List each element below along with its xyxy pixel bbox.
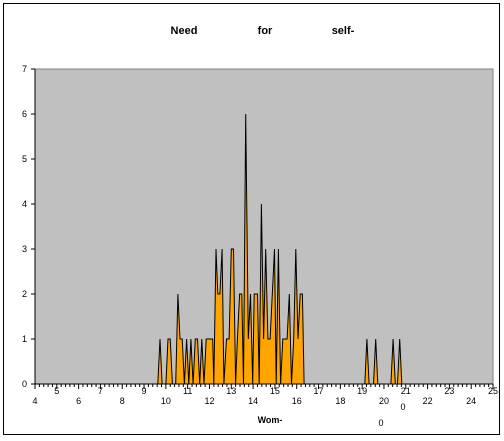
y-tick-label: 6 [22, 109, 27, 119]
y-tick-label: 4 [22, 199, 27, 209]
x-axis-title: Wom- [258, 415, 283, 425]
y-tick-label: 5 [22, 154, 27, 164]
stray-label-1: 0 [400, 402, 405, 412]
x-tick-label: 10 [161, 396, 171, 406]
x-tick-label: 22 [423, 396, 433, 406]
series-area [157, 114, 402, 384]
x-tick-label: 6 [76, 396, 81, 406]
x-axis-tick-labels: 4 5 6 7 8 9 10 11 12 13 14 15 16 17 18 19 20 21 22 23 24 25 [32, 386, 498, 406]
x-tick-label: 9 [142, 386, 147, 396]
y-tick-label: 3 [22, 244, 27, 254]
x-tick-label: 5 [54, 386, 59, 396]
y-tick-label: 7 [22, 64, 27, 74]
x-axis-ticks [34, 384, 494, 389]
x-tick-label: 20 [379, 396, 389, 406]
x-tick-label: 12 [204, 396, 214, 406]
x-tick-label: 11 [183, 386, 192, 396]
x-tick-label: 23 [444, 386, 454, 396]
y-tick-label: 1 [22, 334, 27, 344]
x-tick-label: 8 [120, 396, 125, 406]
x-tick-label: 18 [335, 396, 345, 406]
x-tick-label: 15 [270, 386, 280, 396]
title-word-1: Need [171, 25, 198, 37]
x-tick-label: 4 [32, 396, 37, 406]
title-word-2: for [258, 25, 273, 37]
y-tick-label: 0 [22, 379, 27, 389]
x-tick-label: 7 [98, 386, 103, 396]
y-axis-ticks: 0 1 2 3 4 5 6 7 [22, 64, 35, 389]
x-tick-label: 19 [357, 386, 367, 396]
x-tick-label: 24 [466, 396, 476, 406]
x-tick-label: 17 [314, 386, 324, 396]
x-tick-label: 25 [488, 386, 498, 396]
x-tick-label: 21 [401, 386, 411, 396]
stray-label-2: 0 [378, 418, 383, 428]
x-tick-label: 13 [226, 386, 236, 396]
x-tick-label: 16 [292, 396, 302, 406]
title-word-3: self- [332, 25, 355, 37]
x-tick-label: 14 [248, 396, 258, 406]
y-tick-label: 2 [22, 289, 27, 299]
